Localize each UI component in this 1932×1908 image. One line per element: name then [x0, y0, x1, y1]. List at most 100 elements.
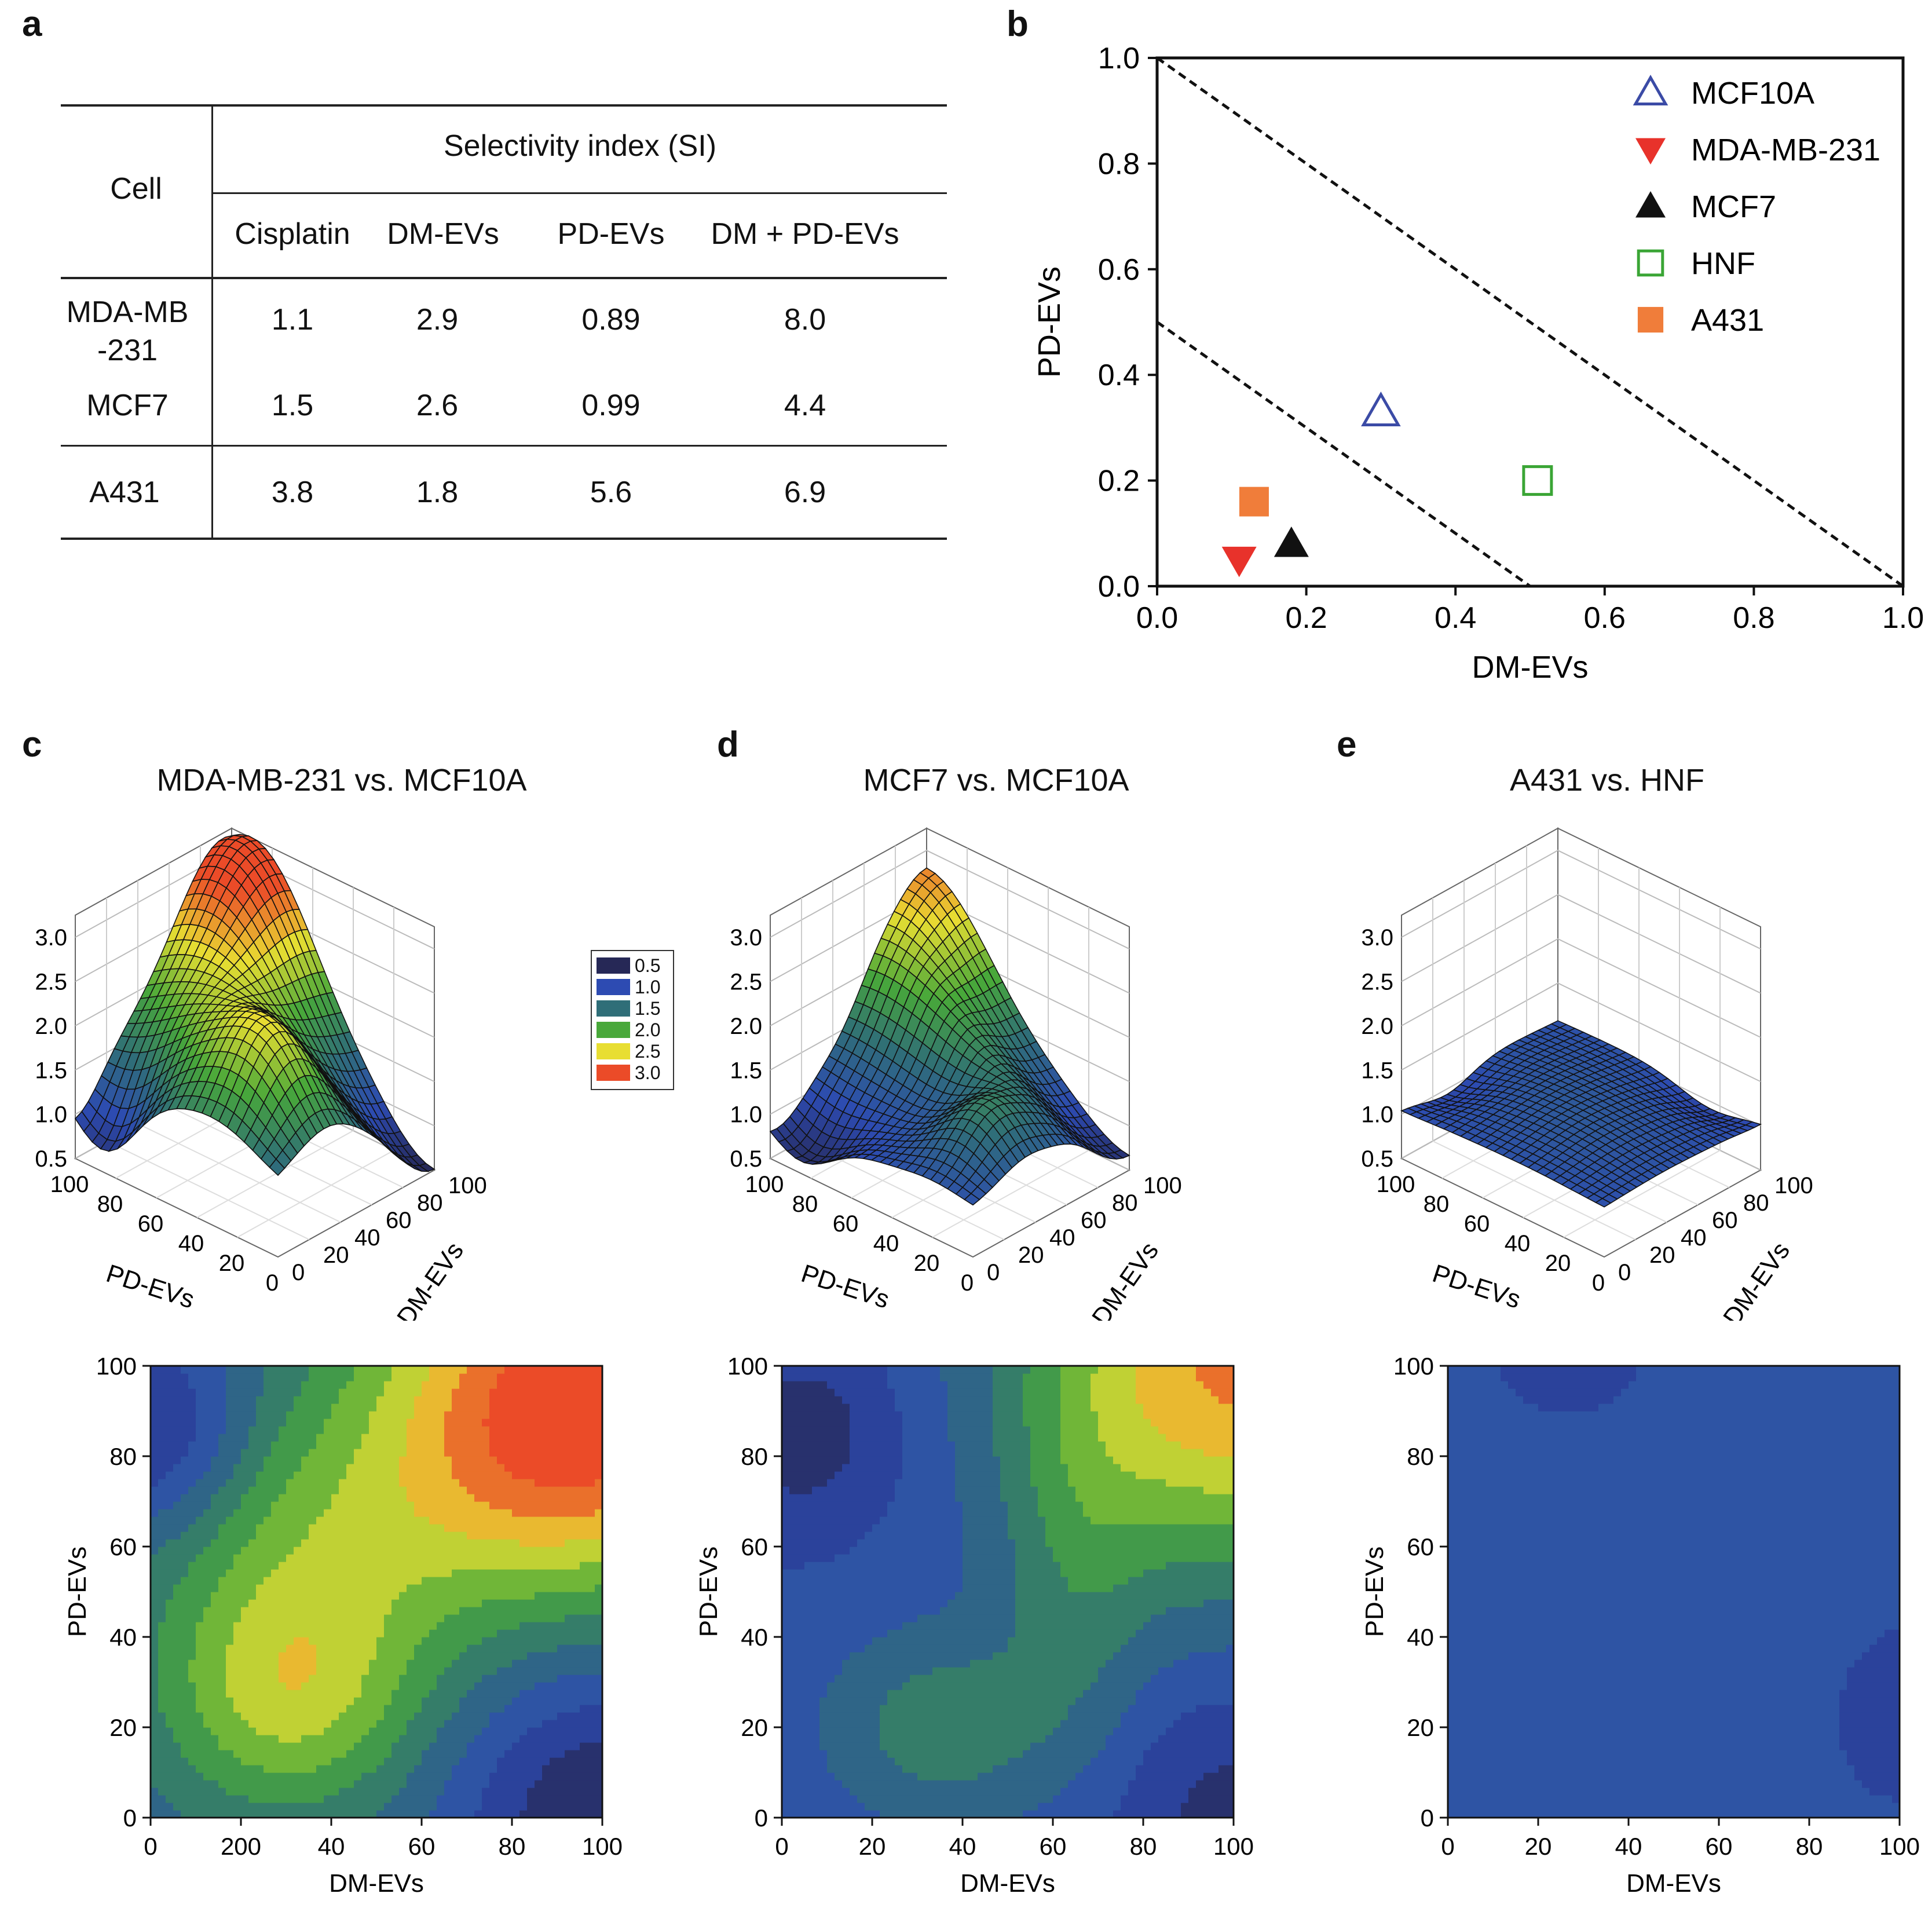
heatmap-cell — [294, 1742, 302, 1750]
heatmap-cell — [339, 1705, 347, 1713]
heatmap-cell — [489, 1577, 497, 1585]
heatmap-cell — [279, 1795, 287, 1803]
heatmap-cell — [309, 1584, 317, 1592]
heatmap-cell — [519, 1464, 528, 1472]
heatmap-cell — [241, 1569, 249, 1577]
heatmap-cell — [316, 1788, 324, 1796]
heatmap-cell — [218, 1547, 226, 1555]
heatmap-cell — [264, 1456, 272, 1464]
heatmap-cell — [203, 1652, 211, 1660]
heatmap-cell — [474, 1471, 482, 1479]
heatmap-cell — [166, 1795, 174, 1803]
heatmap-cell — [384, 1516, 392, 1525]
heatmap-cell — [256, 1373, 264, 1381]
heatmap-cell — [512, 1765, 520, 1773]
heatmap-cell — [279, 1629, 287, 1637]
heatmap-cell — [271, 1675, 279, 1683]
heatmap-cell — [414, 1772, 422, 1781]
heatmap-cell — [467, 1697, 475, 1705]
heatmap-cell — [196, 1675, 204, 1683]
heatmap-cell — [497, 1795, 505, 1803]
heatmap-cell — [474, 1757, 482, 1766]
heatmap-cell — [203, 1456, 211, 1464]
heatmap-cell — [391, 1366, 400, 1374]
heatmap-cell — [294, 1396, 302, 1404]
heatmap-cell — [346, 1373, 354, 1381]
heatmap-cell — [346, 1584, 354, 1592]
legend-marker — [1635, 191, 1666, 218]
heatmap-cell — [294, 1584, 302, 1592]
heatmap-cell — [414, 1682, 422, 1690]
heatmap-cell — [279, 1667, 287, 1675]
heatmap-cell — [376, 1690, 385, 1698]
heatmap-cell — [241, 1742, 249, 1750]
heatmap-cell — [294, 1494, 302, 1502]
dm-tick-label: 100 — [1143, 1173, 1182, 1198]
heatmap-cell — [354, 1592, 362, 1600]
heatmap-cell — [256, 1607, 264, 1615]
heatmap-cell — [218, 1471, 226, 1479]
heatmap-cell — [437, 1607, 445, 1615]
heatmap-cell — [369, 1599, 377, 1607]
heatmap-cell — [151, 1750, 159, 1758]
heatmap-cell — [422, 1584, 430, 1592]
heatmap-cell — [151, 1772, 159, 1781]
heatmap-cell — [203, 1577, 211, 1585]
heatmap-cell — [504, 1690, 513, 1698]
heatmap-cell — [354, 1599, 362, 1607]
heatmap-cell — [467, 1547, 475, 1555]
heatmap-cell — [407, 1449, 415, 1457]
heatmap-cell — [376, 1509, 385, 1517]
heatmap-cell — [173, 1471, 181, 1479]
heatmap-cell — [346, 1810, 354, 1818]
heatmap-cell — [256, 1637, 264, 1645]
heatmap-cell — [264, 1419, 272, 1427]
heatmap-cell — [173, 1652, 181, 1660]
heatmap-cell — [286, 1539, 294, 1547]
heatmap-cell — [188, 1547, 196, 1555]
heatmap-cell — [361, 1780, 369, 1788]
heatmap-cell — [497, 1479, 505, 1487]
heatmap-cell — [429, 1720, 437, 1728]
heatmap-cell — [384, 1629, 392, 1637]
heatmap-cell — [286, 1697, 294, 1705]
legend-label: 2.0 — [635, 1019, 661, 1040]
heatmap-cell — [376, 1629, 385, 1637]
heatmap-cell — [324, 1629, 332, 1637]
heatmap-cell — [339, 1396, 347, 1404]
heatmap-cell — [519, 1562, 528, 1570]
heatmap-cell — [151, 1652, 159, 1660]
heatmap-cell — [226, 1569, 234, 1577]
heatmap-cell — [467, 1765, 475, 1773]
data-point — [1361, 392, 1401, 427]
heatmap-cell — [414, 1373, 422, 1381]
heatmap-cell — [196, 1434, 204, 1442]
heatmap-cell — [173, 1750, 181, 1758]
heatmap-cell — [369, 1411, 377, 1419]
heatmap-cell — [226, 1449, 234, 1457]
heatmap-cell — [519, 1554, 528, 1562]
heatmap-cell — [391, 1441, 400, 1449]
heatmap-cell — [158, 1697, 166, 1705]
heatmap-cell — [497, 1810, 505, 1818]
heatmap-cell — [407, 1494, 415, 1502]
heatmap-cell — [331, 1456, 339, 1464]
heatmap-cell — [158, 1720, 166, 1728]
heatmap-cell — [316, 1486, 324, 1494]
heatmap-cell — [248, 1795, 257, 1803]
heatmap-cell — [474, 1803, 482, 1811]
heatmap-cell — [391, 1765, 400, 1773]
heatmap-cell — [241, 1509, 249, 1517]
heatmap-cell — [512, 1366, 520, 1374]
heatmap-cell — [241, 1705, 249, 1713]
heatmap-cell — [316, 1509, 324, 1517]
heatmap-cell — [452, 1366, 460, 1374]
heatmap-cell — [158, 1622, 166, 1630]
heatmap-cell — [376, 1780, 385, 1788]
heatmap-cell — [459, 1765, 467, 1773]
heatmap-cell — [173, 1373, 181, 1381]
table-cell: 1.8 — [416, 476, 459, 509]
heatmap-cell — [504, 1441, 513, 1449]
heatmap-cell — [271, 1577, 279, 1585]
heatmap-cell — [489, 1599, 497, 1607]
